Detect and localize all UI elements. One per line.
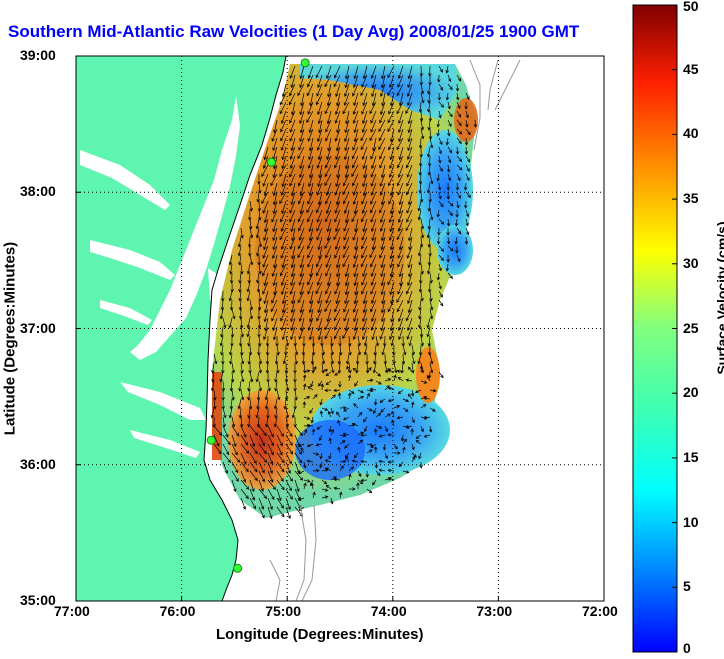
y-tick-label: 39:00 <box>20 47 56 63</box>
colorbar-tick-label: 0 <box>683 640 691 656</box>
x-tick-label: 76:00 <box>159 603 196 619</box>
colorbar <box>632 4 678 653</box>
x-axis-label: Longitude (Degrees:Minutes) <box>216 626 424 643</box>
colorbar-tick-label: 25 <box>683 319 699 336</box>
y-axis-label: Latitude (Degrees:Minutes) <box>1 241 19 436</box>
y-tick-label: 36:00 <box>20 455 56 472</box>
radar-station-marker <box>300 58 310 68</box>
x-tick-label: 73:00 <box>476 603 513 619</box>
colorbar-tick-label: 35 <box>683 190 699 207</box>
x-tick-label: 72:00 <box>582 603 618 619</box>
radar-station-marker <box>266 157 276 167</box>
colorbar-label: Surface Velocity (cm/s) <box>714 221 724 375</box>
radar-station-marker <box>233 563 243 573</box>
colorbar-tick-label: 40 <box>683 125 699 142</box>
y-tick-label: 38:00 <box>20 183 56 200</box>
radar-station-marker <box>206 435 216 445</box>
y-tick-label: 35:00 <box>20 592 56 608</box>
colorbar-tick-label: 15 <box>683 448 699 465</box>
colorbar-tick-label: 45 <box>683 60 699 77</box>
y-tick-label: 37:00 <box>20 319 56 336</box>
colorbar-tick-label: 20 <box>683 384 699 401</box>
grid-lines <box>76 56 604 601</box>
x-tick-label: 74:00 <box>370 603 407 619</box>
velocity-vectors <box>210 65 478 520</box>
x-tick-label: 77:00 <box>54 603 90 619</box>
bathymetry-contour <box>269 59 521 601</box>
chesapeake-bay <box>130 96 240 360</box>
colorbar-tick-label: 30 <box>683 254 699 271</box>
colorbar-tick-label: 5 <box>683 578 691 595</box>
colorbar-tick-label: 10 <box>683 513 699 530</box>
map-title: Southern Mid-Atlantic Raw Velocities (1 … <box>8 22 580 41</box>
x-tick-label: 75:00 <box>265 603 301 619</box>
colorbar-tick-label: 50 <box>683 0 699 14</box>
